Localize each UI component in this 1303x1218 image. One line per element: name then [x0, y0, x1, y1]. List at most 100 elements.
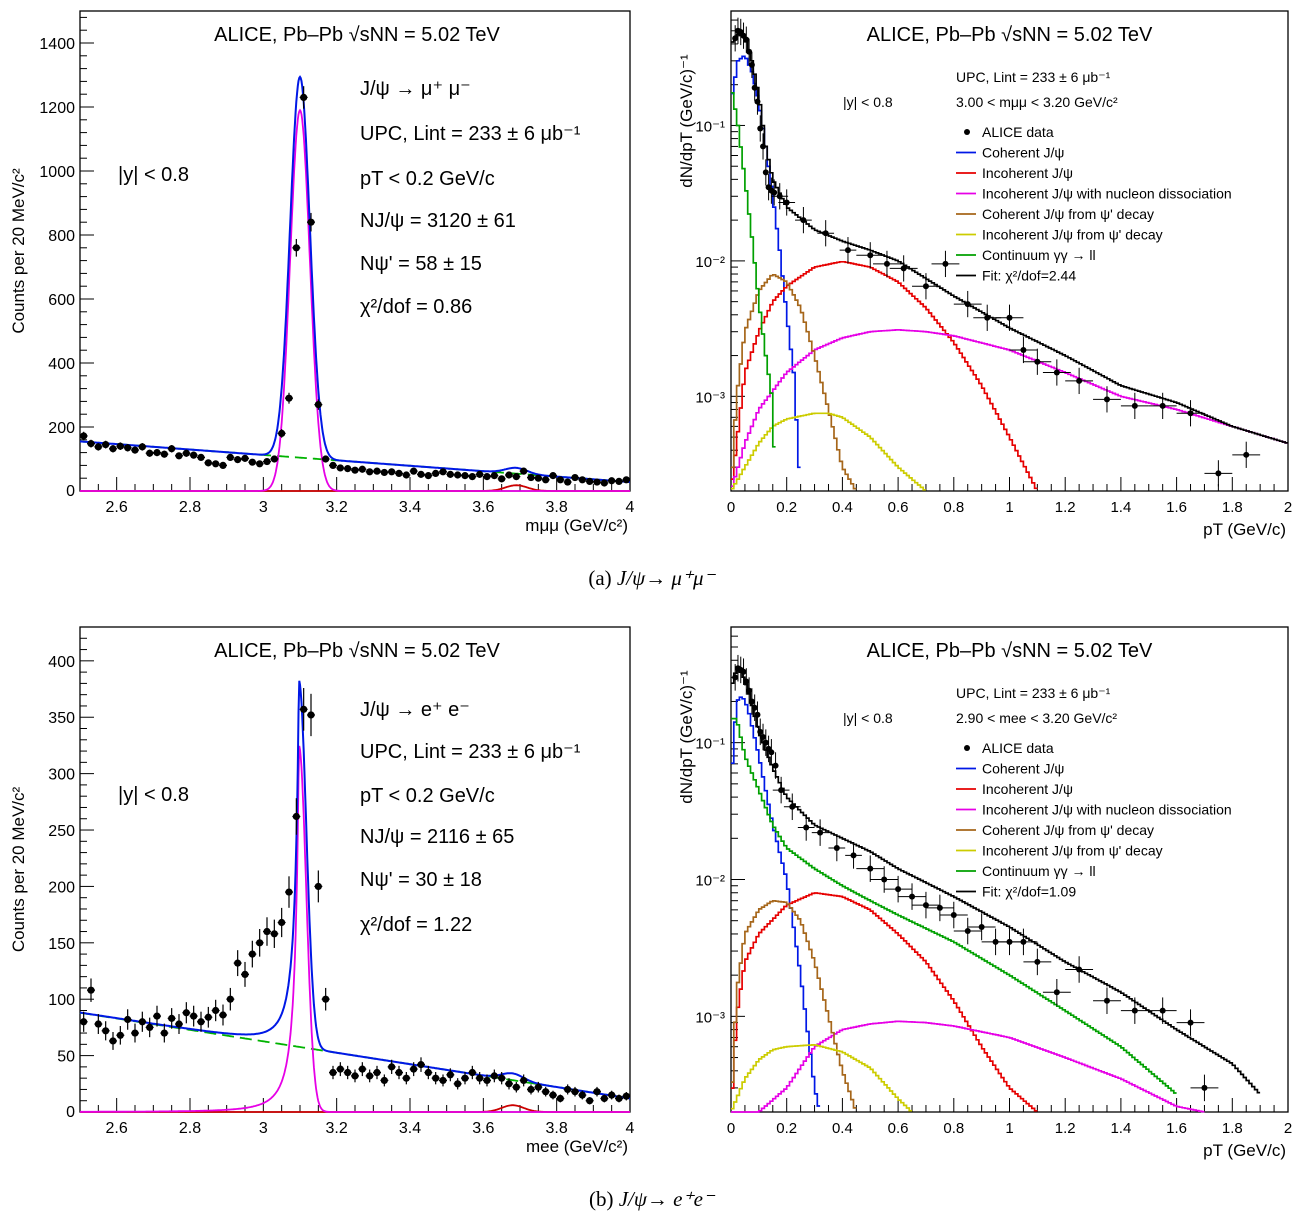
- data-point: [746, 677, 753, 704]
- data-point: [211, 999, 220, 1022]
- data-point: [468, 1065, 477, 1080]
- data-point-marker: [498, 1074, 506, 1082]
- data-point-marker: [1243, 451, 1250, 458]
- x-tick-label: 0: [727, 499, 735, 516]
- data-point: [131, 1023, 139, 1043]
- mass-histogram-b: 2.6 2.8 3 3.2 3.4 3.6 3.8 4 0 50 100 150 200 250 300 35…: [9, 626, 635, 1156]
- x-tick-label: 1.8: [1222, 1120, 1243, 1137]
- data-point-marker: [743, 36, 750, 43]
- data-point-marker: [116, 1031, 124, 1039]
- data-point-marker: [388, 1063, 396, 1071]
- data-point: [277, 429, 286, 438]
- data-point-marker: [292, 244, 300, 252]
- data-point: [534, 1081, 543, 1093]
- rapidity-label: |y| < 0.8: [843, 94, 893, 110]
- data-point-marker: [593, 478, 601, 486]
- data-point-marker: [131, 446, 139, 454]
- legend-label: Incoherent J/ψ from ψ' decay: [982, 843, 1163, 859]
- data-point-marker: [388, 468, 396, 476]
- chart-b-mass: 2.6 2.8 3 3.2 3.4 3.6 3.8 4 0 50 100 150 200 250 300 35…: [0, 615, 645, 1175]
- data-point-marker: [751, 704, 758, 711]
- data-point-marker: [336, 464, 344, 472]
- data-point: [751, 74, 758, 101]
- pt-spectrum-a: 0 0.2 0.4 0.6 0.8 1 1.2 1.4 1.6 1.8 2 10⁻³ 10⁻² 10⁻¹d…: [677, 10, 1292, 539]
- data-point-marker: [1006, 314, 1013, 321]
- data-point: [167, 445, 176, 453]
- x-tick-label: 1.4: [1110, 499, 1131, 516]
- x-tick-label: 4: [626, 1120, 635, 1137]
- data-point: [241, 961, 249, 987]
- x-tick-label: 1.6: [1166, 499, 1187, 516]
- data-point-marker: [285, 888, 293, 896]
- data-point-marker: [197, 453, 205, 461]
- model-curve-2: [731, 329, 1288, 488]
- rapidity-label: |y| < 0.8: [843, 710, 893, 726]
- data-point: [255, 460, 264, 468]
- data-point-marker: [490, 1072, 498, 1080]
- data-point: [512, 473, 521, 481]
- data-point-marker: [344, 465, 352, 473]
- data-point: [219, 1004, 227, 1026]
- data-point-marker: [732, 35, 739, 42]
- data-point: [402, 1071, 411, 1085]
- data-point: [593, 1086, 601, 1097]
- legend-label: Continuum γγ → ll: [982, 863, 1096, 879]
- data-point: [226, 987, 235, 1011]
- data-point: [329, 1065, 337, 1080]
- data-point: [622, 1091, 631, 1101]
- annotation: pT < 0.2 GeV/c: [360, 785, 495, 807]
- data-point-marker: [234, 456, 242, 464]
- y-axis-label: dN/dpT (GeV/c)⁻¹: [677, 54, 696, 188]
- data-point: [757, 718, 764, 746]
- x-tick-label: 0.6: [888, 1120, 909, 1137]
- model-curve-3: [731, 273, 857, 490]
- data-point: [446, 470, 455, 478]
- b-mass-frame: [79, 626, 631, 1113]
- data-point-marker: [226, 453, 234, 461]
- data-point: [204, 1006, 213, 1028]
- data-point-marker: [476, 470, 484, 478]
- data-point-marker: [468, 473, 476, 481]
- data-point: [571, 473, 579, 482]
- data-point: [1204, 460, 1233, 487]
- data-point-marker: [219, 461, 227, 469]
- data-point: [292, 798, 301, 835]
- data-point: [101, 440, 110, 449]
- data-point-marker: [1020, 938, 1027, 945]
- data-point-marker: [432, 1074, 440, 1082]
- data-point-marker: [153, 449, 161, 457]
- annotation: 2.90 < mee < 3.20 GeV/c²: [956, 710, 1117, 726]
- data-point: [751, 694, 758, 721]
- data-point: [607, 1090, 616, 1100]
- data-point: [600, 479, 609, 487]
- data-point-marker: [256, 939, 264, 947]
- legend-label: Incoherent J/ψ from ψ' decay: [982, 227, 1163, 243]
- data-point-marker: [1159, 1007, 1166, 1014]
- legend-label: Coherent J/ψ from ψ' decay: [982, 822, 1154, 838]
- data-point-marker: [549, 1091, 557, 1099]
- y-axis-label: dN/dpT (GeV/c)⁻¹: [677, 670, 696, 804]
- data-point: [321, 455, 330, 463]
- y-tick-label: 0: [66, 483, 75, 500]
- data-point-marker: [461, 472, 469, 480]
- data-point-marker: [732, 674, 739, 681]
- x-axis-label: pT (GeV/c): [1203, 520, 1286, 539]
- pt-spectrum-b: 0 0.2 0.4 0.6 0.8 1 1.2 1.4 1.6 1.8 2 10⁻³ 10⁻² 10⁻¹d…: [677, 626, 1292, 1160]
- data-point: [197, 1011, 205, 1032]
- data-point-marker: [248, 950, 256, 958]
- data-point-marker: [490, 472, 498, 480]
- data-point-marker: [102, 441, 110, 449]
- data-point: [622, 476, 631, 484]
- data-point-marker: [762, 739, 769, 746]
- x-tick-label: 2: [1284, 499, 1292, 516]
- data-point: [153, 1005, 161, 1027]
- data-point: [461, 472, 469, 480]
- data-point-marker: [285, 394, 293, 402]
- annotation: 3.00 < mμμ < 3.20 GeV/c²: [956, 94, 1118, 110]
- data-point: [395, 469, 403, 477]
- data-point-marker: [307, 218, 315, 226]
- data-point-marker: [754, 98, 761, 105]
- data-point: [109, 1031, 117, 1050]
- data-point: [563, 1084, 572, 1095]
- annotation: pT < 0.2 GeV/c: [360, 168, 495, 190]
